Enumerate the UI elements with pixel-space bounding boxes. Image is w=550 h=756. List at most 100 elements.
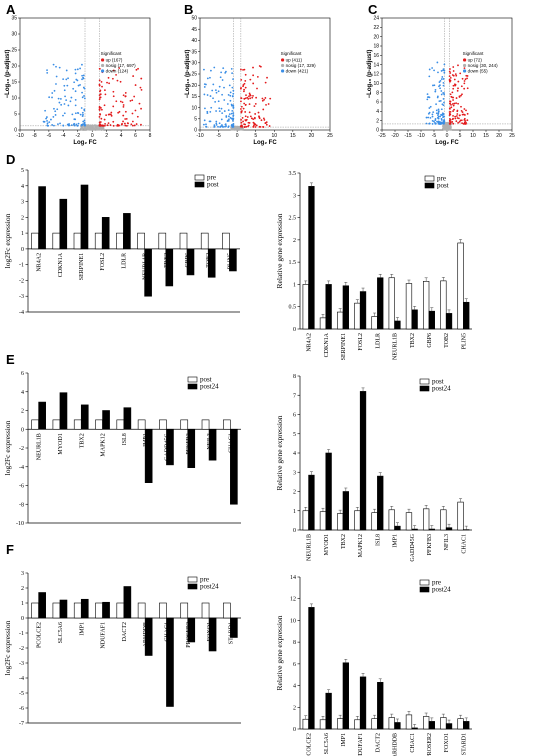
bar-post24-TBX2 — [342, 491, 349, 531]
volcano-point-up — [117, 124, 120, 127]
volcano-xtick-label: 10 — [272, 133, 278, 139]
volcano-point-up — [464, 78, 467, 81]
volcano-point-up — [121, 101, 124, 104]
volcano-point-up — [119, 100, 122, 103]
bar-category-label: CDKN1A — [58, 252, 64, 277]
volcano-point-up — [458, 96, 461, 98]
volcano-point-up — [254, 126, 257, 128]
volcano-point-down — [63, 103, 66, 105]
volcano-point-up — [132, 75, 135, 77]
volcano-point-up — [243, 126, 246, 128]
volcano-point-down — [46, 69, 48, 72]
volcano-point-up — [460, 94, 462, 97]
volcano-ylabel: −Log₁₀ (p-adjust) — [367, 50, 373, 99]
volcano-point-down — [437, 112, 440, 115]
panel-label-a: A — [6, 2, 16, 17]
volcano-point-down — [429, 117, 432, 119]
volcano-point-up — [122, 114, 125, 117]
bar-post-NEURL1B — [394, 320, 401, 330]
volcano-point-up — [254, 123, 256, 125]
volcano-point-nosig — [232, 127, 235, 130]
bar-post24-SLC5A6 — [59, 599, 68, 619]
bar-legend-entry: post24 — [432, 385, 451, 393]
volcano-point-up — [463, 108, 466, 110]
volcano-point-up — [457, 121, 460, 124]
volcano-point-down — [59, 98, 62, 100]
bar-post24-GADD45G — [411, 528, 418, 531]
volcano-point-nosig — [449, 128, 451, 131]
volcano-point-down — [46, 122, 49, 125]
volcano-point-down — [215, 123, 218, 126]
volcano-point-up — [263, 98, 266, 101]
volcano-legend-entry: nosig (17, 697) — [106, 63, 137, 68]
volcano-point-up — [451, 121, 453, 123]
volcano-point-up — [118, 67, 121, 69]
bar-pre-NEURL1B — [137, 232, 145, 250]
bar-legend-swatch-filled — [187, 383, 198, 390]
volcano-point-down — [442, 120, 445, 123]
volcano-point-down — [432, 111, 435, 114]
volcano-point-down — [442, 68, 445, 71]
volcano-point-up — [124, 124, 127, 127]
volcano-point-up — [252, 74, 255, 77]
volcano-point-up — [115, 73, 117, 76]
volcano-point-down — [215, 122, 218, 125]
volcano-ytick-label: 0 — [376, 128, 379, 134]
bar-pre-PROSER2 — [423, 716, 430, 730]
volcano-point-up — [448, 114, 451, 117]
volcano-point-up — [251, 96, 254, 99]
volcano-point-down — [74, 98, 77, 101]
volcano-point-down — [433, 69, 435, 72]
volcano-point-up — [242, 107, 245, 110]
panel-label-f: F — [6, 542, 14, 557]
volcano-point-down — [205, 123, 207, 126]
volcano-point-down — [79, 84, 81, 86]
volcano-point-nosig — [239, 127, 242, 129]
bar-pre-TOB2 — [200, 232, 209, 250]
volcano-point-up — [246, 96, 249, 99]
bar-pre-NR4A2 — [302, 284, 309, 330]
volcano-ytick-label: 30 — [11, 32, 17, 38]
volcano-legend-entry: up (411) — [286, 58, 303, 63]
bar-ytick-label: -1 — [19, 263, 24, 269]
bar-ytick-label: 2.5 — [289, 216, 297, 222]
volcano-point-down — [214, 100, 217, 103]
volcano-point-down — [83, 119, 86, 122]
volcano-point-up — [448, 107, 451, 110]
volcano-xtick-label: 0 — [91, 133, 94, 139]
bar-pre-GBP6 — [179, 232, 188, 250]
volcano-point-up — [448, 119, 451, 122]
bar-ytick-label: 0.5 — [289, 305, 297, 311]
bar-category-label: LDLR — [121, 253, 127, 269]
volcano-point-nosig — [90, 125, 92, 128]
volcano-point-up — [461, 111, 464, 114]
volcano-point-up — [140, 88, 143, 91]
volcano-xtick-label: 6 — [134, 133, 137, 139]
bar-pre-DACT2 — [371, 718, 378, 730]
volcano-point-nosig — [447, 124, 449, 127]
bar-category-label: TBX2 — [341, 534, 347, 549]
bar-ytick-label: -3 — [19, 661, 24, 667]
volcano-ytick-label: 0 — [194, 128, 197, 134]
volcano-point-down — [58, 101, 61, 104]
volcano-point-up — [448, 112, 451, 115]
bar-category-label: FOSL2 — [100, 253, 106, 271]
volcano-point-nosig — [442, 125, 444, 127]
volcano-ytick-label: 15 — [191, 94, 197, 100]
volcano-point-down — [73, 122, 76, 125]
volcano-point-down — [434, 89, 437, 91]
volcano-ytick-label: 15 — [11, 80, 17, 86]
volcano-point-up — [102, 124, 105, 127]
volcano-point-down — [428, 75, 431, 78]
bar-post-MAPK12 — [95, 419, 103, 430]
volcano-point-up — [464, 114, 466, 116]
bar-category-label: ARHDDB — [393, 733, 399, 756]
volcano-point-down — [436, 120, 438, 123]
volcano-point-down — [443, 63, 446, 66]
bar-post-NFIL3 — [440, 509, 447, 531]
bar-ytick-label: 1 — [21, 231, 24, 237]
volcano-point-down — [221, 79, 224, 81]
volcano-ytick-label: 16 — [373, 53, 379, 59]
bar-post-GBP6 — [428, 310, 435, 330]
bar-post-TBX2 — [73, 419, 82, 430]
